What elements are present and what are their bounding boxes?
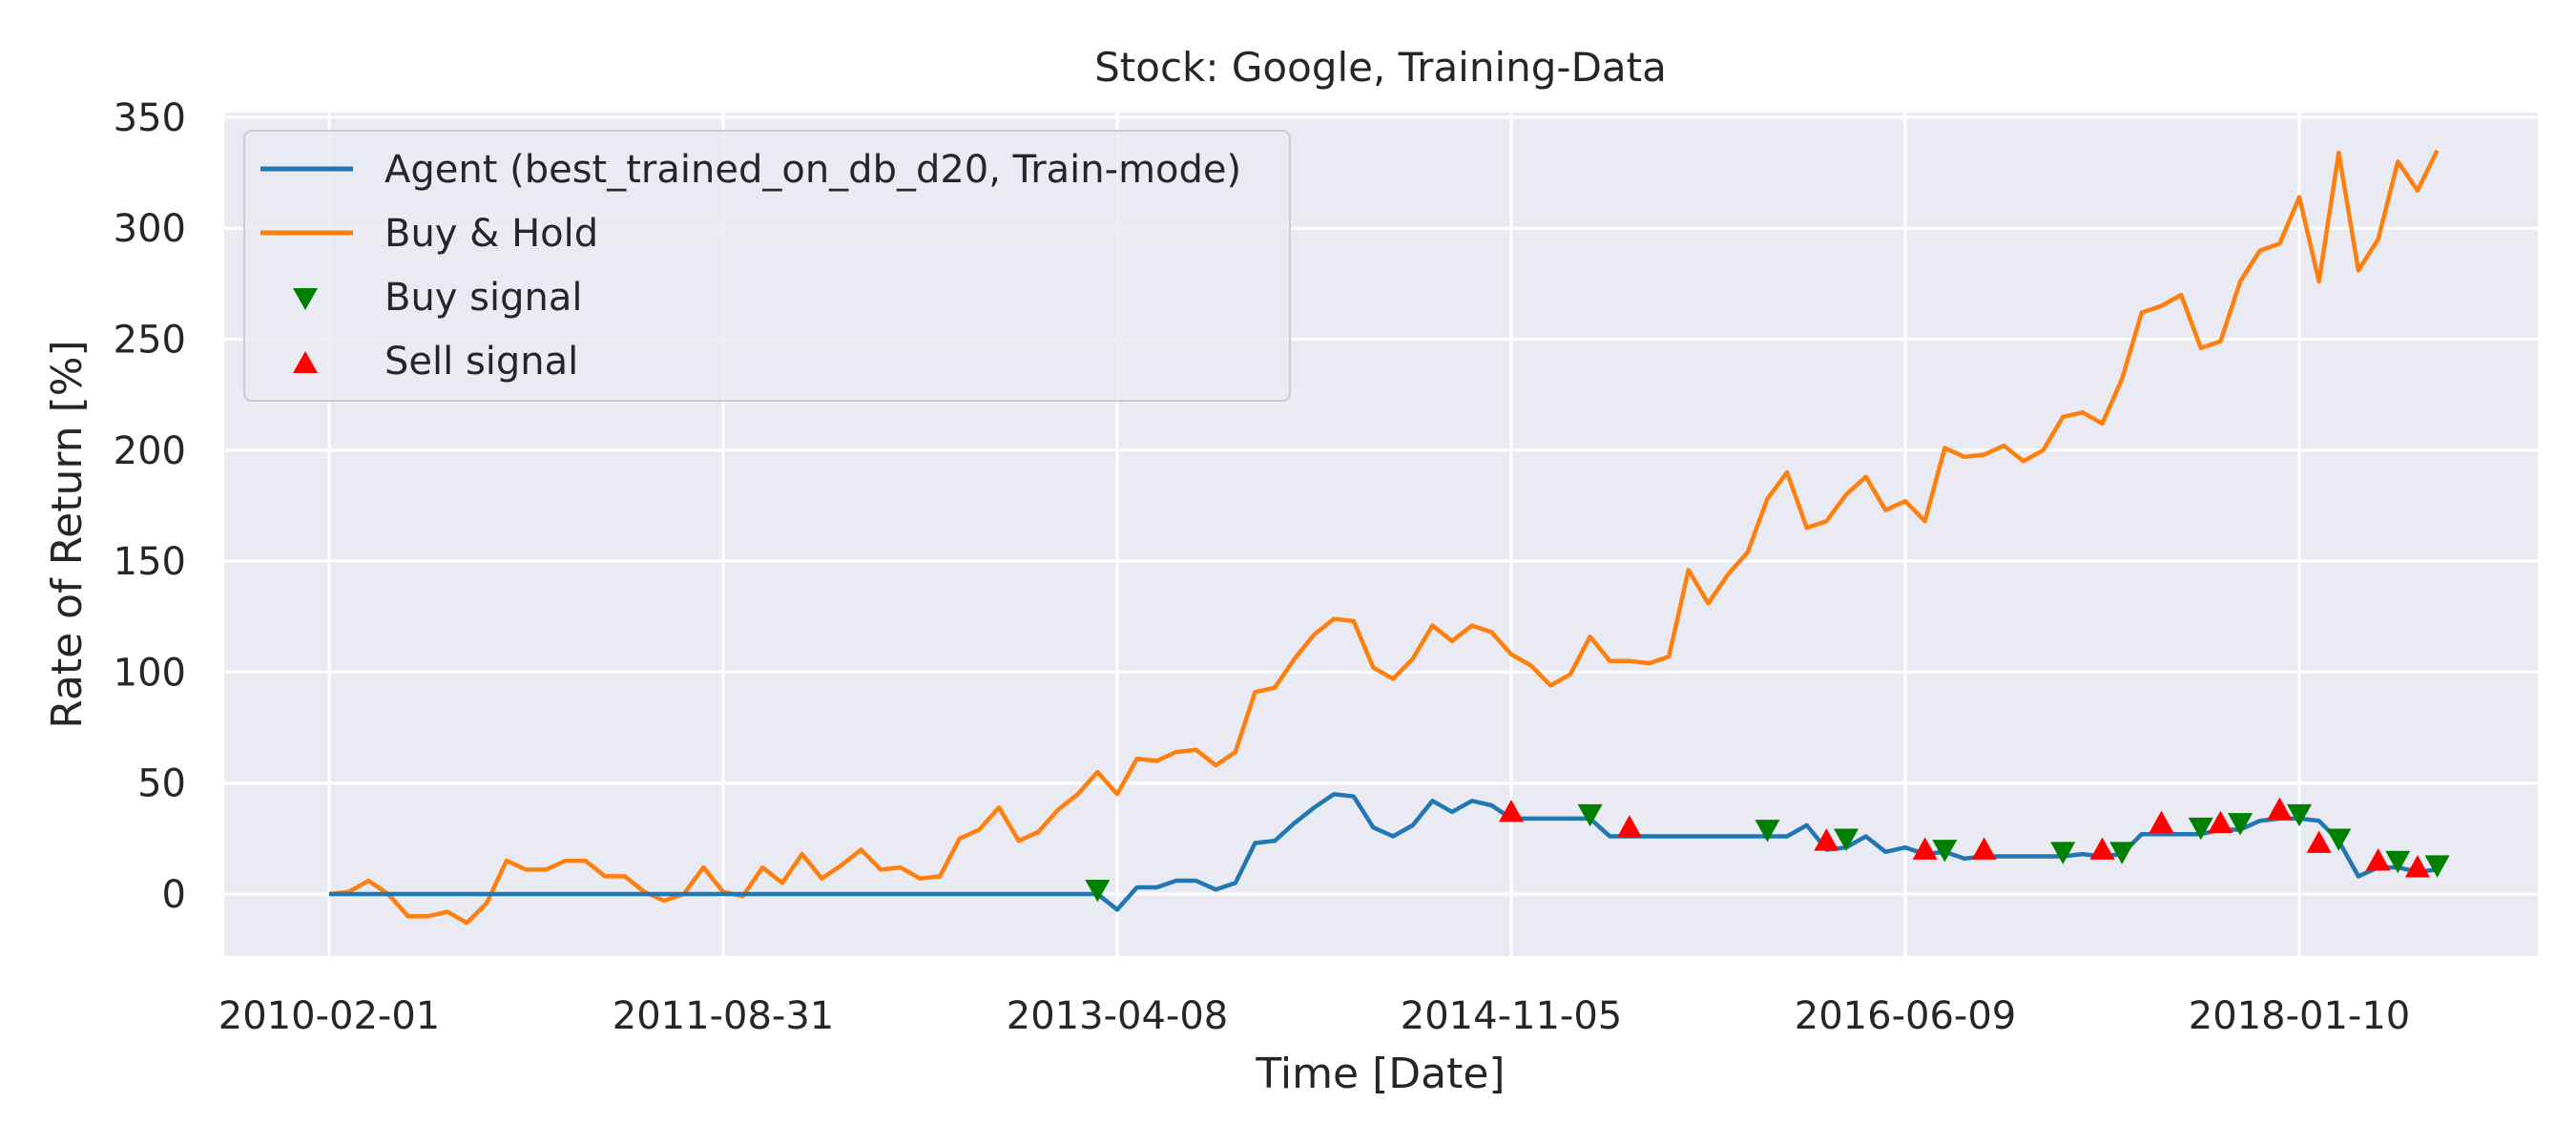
y-tick-label: 250 <box>114 319 186 363</box>
y-tick-label: 300 <box>114 207 186 251</box>
signal-markers <box>1085 797 2450 903</box>
sell-signal-marker <box>1814 828 1839 851</box>
y-tick-label: 50 <box>137 762 186 806</box>
buy-signal-marker <box>1577 803 1603 827</box>
legend-buy-label: Buy signal <box>384 276 583 320</box>
x-tick-label: 2016-06-09 <box>1795 994 2016 1038</box>
y-axis-label: Rate of Return [%] <box>43 340 92 728</box>
legend-buy-marker <box>293 288 318 310</box>
buy-signal-marker <box>2109 842 2135 864</box>
legend-sell-label: Sell signal <box>384 340 578 384</box>
sell-signal-marker <box>2089 837 2115 860</box>
buy-signal-marker <box>2188 817 2213 841</box>
buy-signal-marker <box>1085 879 1111 903</box>
y-tick-label: 350 <box>114 96 186 140</box>
legend-bh-label: Buy & Hold <box>384 212 598 256</box>
y-tick-label: 150 <box>114 540 186 584</box>
sell-signal-marker <box>1971 837 1997 860</box>
sell-signal-marker <box>2149 810 2174 833</box>
x-axis-label: Time [Date] <box>1255 1050 1505 1098</box>
sell-signal-marker <box>2208 810 2233 833</box>
buy-signal-marker <box>2050 842 2076 864</box>
x-tick-label: 2011-08-31 <box>613 994 834 1038</box>
sell-signal-marker <box>2306 830 2332 853</box>
legend-sell-marker <box>293 351 318 373</box>
buy-signal-marker <box>1755 820 1780 843</box>
sell-signal-marker <box>2365 848 2391 871</box>
legend: Agent (best_trained_on_db_d20, Train-mod… <box>243 130 1291 402</box>
x-tick-labels: 2010-02-01 2011-08-31 2013-04-08 2014-11-05… <box>218 994 2410 1038</box>
sell-signal-marker <box>2404 855 2430 878</box>
sell-signal-marker <box>1499 799 1524 822</box>
sell-signal-marker <box>2267 797 2293 821</box>
y-tick-label: 0 <box>162 873 186 917</box>
chart-title: Stock: Google, Training-Data <box>1094 44 1667 91</box>
x-tick-label: 2010-02-01 <box>218 994 440 1038</box>
buy-signal-marker <box>2385 850 2411 874</box>
legend-box <box>243 130 1291 402</box>
buy-signal-marker <box>1932 840 1958 863</box>
y-tick-label: 200 <box>114 429 186 473</box>
y-tick-label: 100 <box>114 651 186 695</box>
legend-agent-label: Agent (best_trained_on_db_d20, Train-mod… <box>384 148 1241 192</box>
x-tick-label: 2014-11-05 <box>1401 994 1622 1038</box>
buy-signal-marker <box>2228 813 2254 836</box>
buy-signal-marker <box>2424 855 2450 878</box>
buy-signal-marker <box>1834 828 1859 851</box>
sell-signal-marker <box>1912 837 1938 860</box>
buy-signal-marker <box>2326 828 2352 851</box>
x-tick-label: 2018-01-10 <box>2189 994 2410 1038</box>
y-tick-labels: 0 50 100 150 200 250 300 350 <box>114 96 186 917</box>
buy-signal-marker <box>2287 803 2312 827</box>
x-tick-label: 2013-04-08 <box>1007 994 1228 1038</box>
sell-signal-marker <box>1616 815 1642 838</box>
